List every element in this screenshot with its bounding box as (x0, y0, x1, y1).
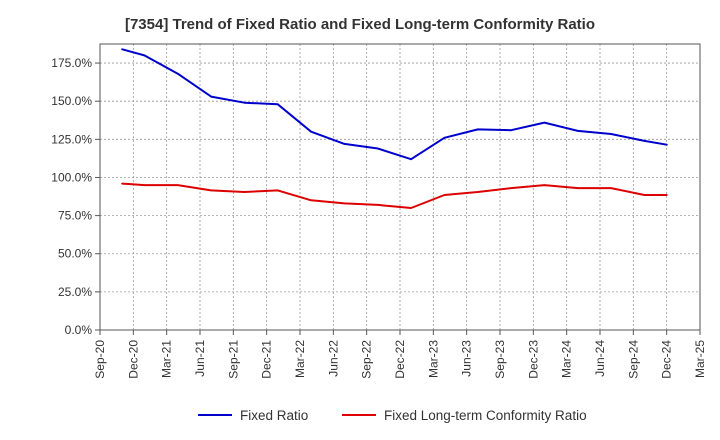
y-tick-label: 25.0% (58, 285, 92, 299)
legend-item-fixed-ratio: Fixed Ratio (198, 404, 308, 426)
x-tick-label: Dec-23 (526, 340, 540, 379)
series-line-1 (121, 182, 668, 209)
x-tick-label: Jun-21 (193, 340, 207, 377)
x-tick-label: Sep-24 (626, 340, 640, 379)
x-tick-label: Mar-25 (693, 340, 707, 378)
legend-swatch-fixed-ratio (198, 414, 232, 416)
x-tick-label: Mar-24 (560, 340, 574, 378)
x-tick-label: Dec-20 (126, 340, 140, 379)
y-tick-label: 50.0% (58, 247, 92, 261)
x-tick-label: Jun-24 (593, 340, 607, 377)
plot-frame (99, 43, 701, 331)
x-tick-label: Sep-23 (493, 340, 507, 379)
x-tick-label: Dec-22 (393, 340, 407, 379)
x-tick-label: Sep-21 (226, 340, 240, 379)
x-tick-label: Dec-24 (660, 340, 674, 379)
legend-label-fixed-ratio: Fixed Ratio (240, 407, 309, 423)
x-tick-label: Jun-23 (460, 340, 474, 377)
y-tick-label: 0.0% (65, 323, 93, 337)
series-line-0 (121, 48, 668, 161)
y-tick-label: 100.0% (51, 170, 92, 184)
legend-item-conformity-ratio: Fixed Long-term Conformity Ratio (342, 404, 587, 426)
legend-swatch-conformity-ratio (342, 414, 376, 416)
x-tick-label: Sep-20 (93, 340, 107, 379)
y-tick-label: 125.0% (51, 132, 92, 146)
x-tick-label: Jun-22 (326, 340, 340, 377)
chart-title: [7354] Trend of Fixed Ratio and Fixed Lo… (124, 16, 596, 33)
x-tick-label: Dec-21 (260, 340, 274, 379)
x-tick-label: Mar-23 (426, 340, 440, 378)
x-tick-label: Sep-22 (360, 340, 374, 379)
x-tick-label: Mar-22 (293, 340, 307, 378)
y-tick-label: 175.0% (51, 56, 92, 70)
legend-label-conformity-ratio: Fixed Long-term Conformity Ratio (384, 407, 587, 423)
y-tick-label: 150.0% (51, 94, 92, 108)
x-tick-label: Mar-21 (160, 340, 174, 378)
legend: Fixed Ratio Fixed Long-term Conformity R… (0, 404, 720, 426)
y-tick-label: 75.0% (58, 209, 92, 223)
